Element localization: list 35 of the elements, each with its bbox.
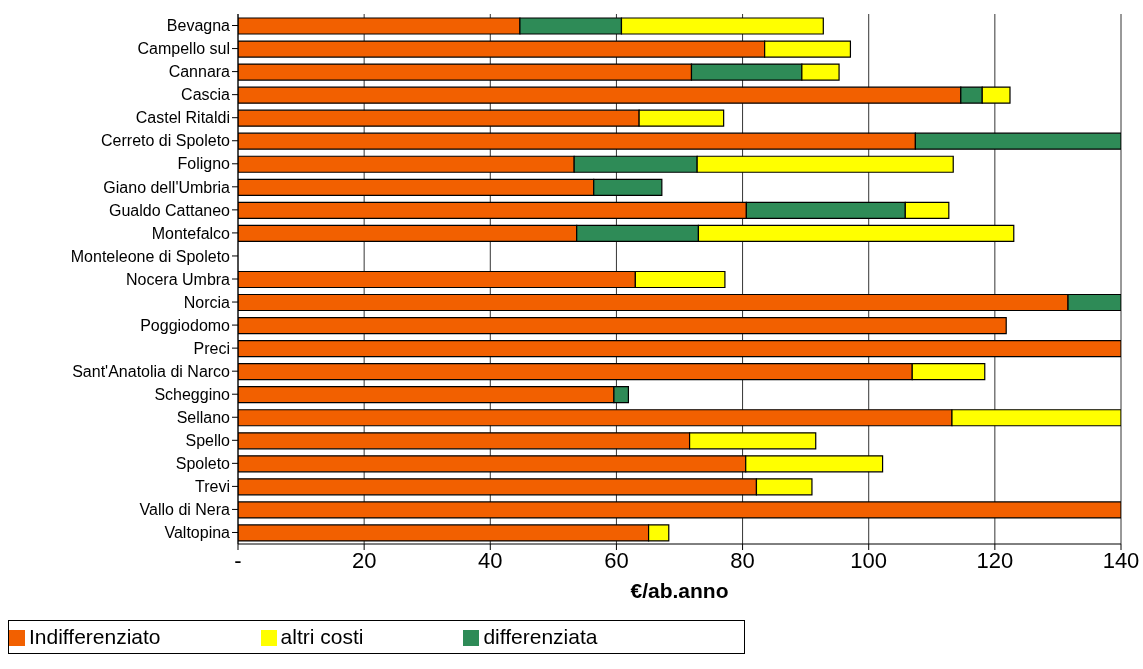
y-tick-label: Cascia bbox=[181, 86, 231, 104]
y-tick-label: Castel Ritaldi bbox=[135, 109, 230, 127]
y-tick-label: Sant'Anatolia di Narco bbox=[72, 362, 231, 380]
y-tick-label: Cannara bbox=[168, 63, 231, 81]
y-tick-label: Spello bbox=[185, 431, 231, 449]
x-tick-label: 40 bbox=[478, 547, 503, 573]
y-tick-label: Trevi bbox=[195, 478, 230, 496]
y-tick-label: Campello sul bbox=[137, 40, 230, 58]
y-tick-label: Bevagna bbox=[166, 17, 231, 35]
y-tick-label: Monteleone di Spoleto bbox=[70, 247, 231, 265]
y-tick-label: Valtopina bbox=[164, 524, 231, 542]
y-tick-label: Giano dell'Umbria bbox=[103, 178, 231, 196]
x-tick-label: 120 bbox=[976, 547, 1014, 573]
y-tick-label: Gualdo Cattaneo bbox=[109, 201, 231, 219]
legend-label: differenziata bbox=[483, 625, 598, 648]
y-tick-label: Foligno bbox=[177, 155, 231, 173]
y-tick-label: Spoleto bbox=[175, 455, 231, 473]
y-tick-label: Nocera Umbra bbox=[125, 270, 231, 288]
legend-label: altri costi bbox=[280, 625, 364, 648]
legend-label: Indifferenziato bbox=[29, 625, 161, 648]
x-tick-label: 20 bbox=[351, 547, 377, 573]
x-tick-label: 140 bbox=[1102, 547, 1140, 573]
y-tick-label: Sellano bbox=[176, 408, 231, 426]
y-tick-label: Montefalco bbox=[151, 224, 231, 242]
y-tick-label: Preci bbox=[193, 339, 230, 357]
x-tick-label: 100 bbox=[850, 547, 888, 573]
y-tick-label: Norcia bbox=[183, 293, 231, 311]
x-tick-label: 80 bbox=[730, 547, 755, 573]
x-tick-label: 60 bbox=[604, 547, 629, 573]
x-tick-label: - bbox=[234, 547, 242, 573]
x-axis-title: €/ab.anno bbox=[630, 579, 729, 602]
y-tick-label: Scheggino bbox=[154, 385, 231, 403]
y-tick-label: Poggiodomo bbox=[140, 316, 231, 334]
y-tick-label: Vallo di Nera bbox=[139, 501, 231, 519]
y-tick-label: Cerreto di Spoleto bbox=[101, 132, 231, 150]
